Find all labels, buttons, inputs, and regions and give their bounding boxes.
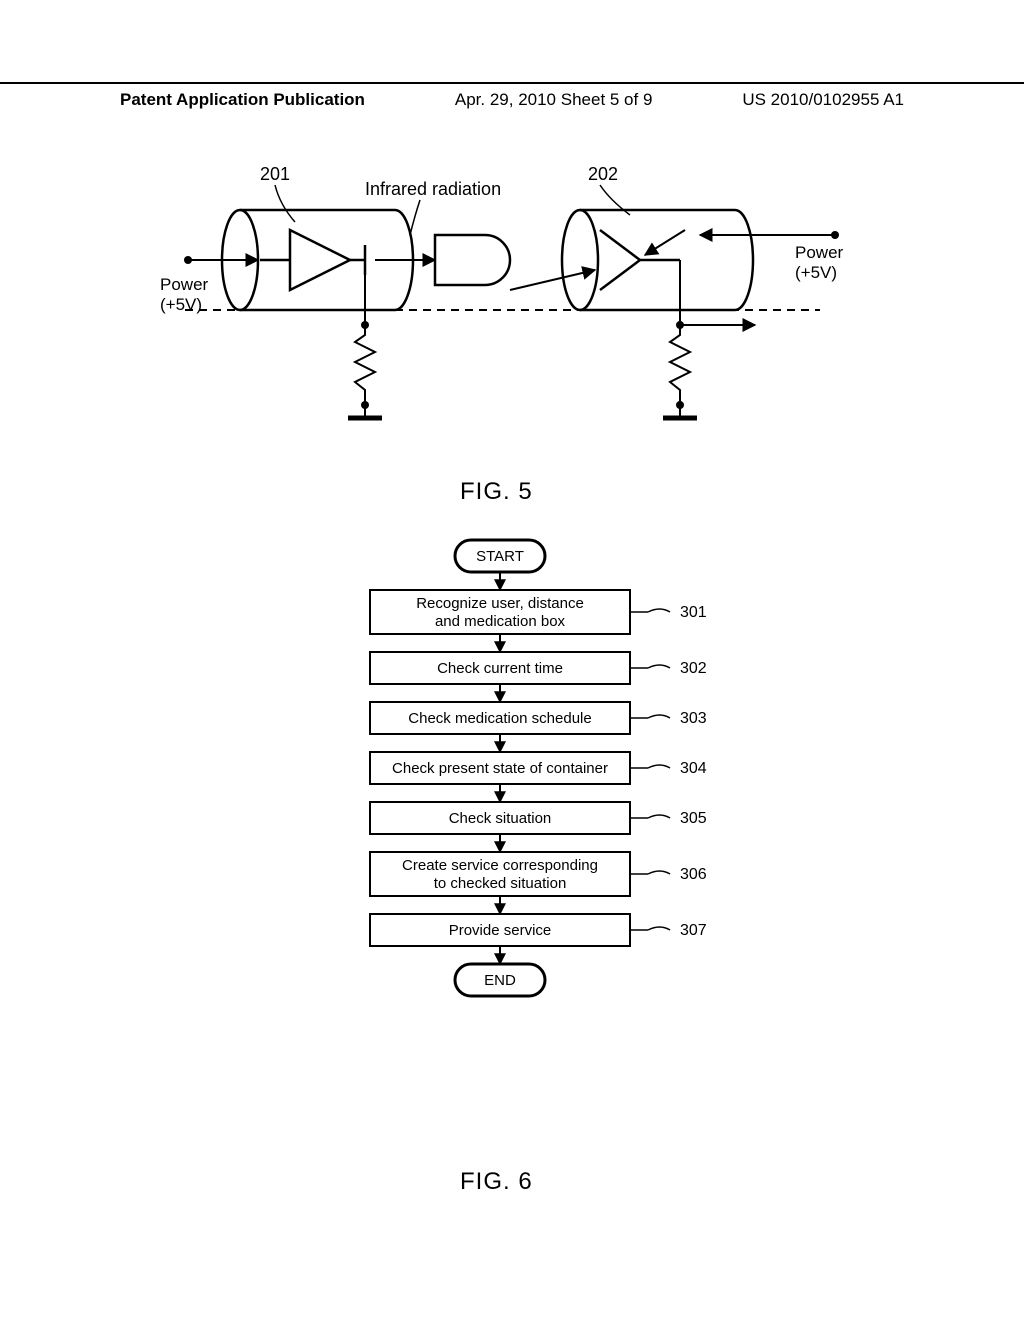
fig5-caption: FIG. 5: [460, 478, 533, 506]
figure-5: 201 202 Infrared radiation: [140, 160, 880, 470]
step-ref: 305: [680, 810, 707, 827]
step-ref: 303: [680, 710, 707, 727]
step-ref: 306: [680, 866, 707, 883]
page: Patent Application Publication Apr. 29, …: [0, 0, 1024, 1320]
svg-text:to checked situation: to checked situation: [434, 875, 567, 892]
svg-text:Power: Power: [795, 243, 844, 262]
power-right: Power (+5V): [700, 231, 844, 282]
right-resistor: [663, 260, 755, 418]
svg-text:Power: Power: [160, 275, 209, 294]
svg-text:Provide service: Provide service: [449, 922, 552, 939]
svg-text:Create service corresponding: Create service corresponding: [402, 857, 598, 874]
fig6-caption: FIG. 6: [460, 1168, 533, 1196]
header-left: Patent Application Publication: [120, 90, 365, 110]
step-ref: 307: [680, 922, 707, 939]
led-icon: [375, 235, 510, 285]
svg-text:(+5V): (+5V): [160, 295, 202, 314]
page-header: Patent Application Publication Apr. 29, …: [0, 82, 1024, 110]
ref-201: 201: [260, 164, 290, 184]
step-ref: 304: [680, 760, 707, 777]
svg-text:Recognize user, distance: Recognize user, distance: [416, 595, 584, 612]
step-ref: 301: [680, 604, 707, 621]
ref-202: 202: [588, 164, 618, 184]
left-resistor: [348, 275, 382, 418]
svg-text:Check present state of contain: Check present state of container: [392, 760, 608, 777]
header-mid: Apr. 29, 2010 Sheet 5 of 9: [455, 90, 653, 110]
svg-text:END: END: [484, 972, 516, 989]
svg-text:START: START: [476, 548, 524, 565]
svg-text:Check situation: Check situation: [449, 810, 552, 827]
svg-text:and medication box: and medication box: [435, 613, 566, 630]
svg-text:(+5V): (+5V): [795, 263, 837, 282]
step-ref: 302: [680, 660, 707, 677]
svg-text:Check current time: Check current time: [437, 660, 563, 677]
ir-label: Infrared radiation: [365, 179, 501, 199]
figure-6: START Recognize user, distanceand medicat…: [300, 530, 820, 1150]
svg-text:Check medication schedule: Check medication schedule: [408, 710, 591, 727]
header-right: US 2010/0102955 A1: [742, 90, 904, 110]
amplifier-icon: [260, 230, 365, 290]
